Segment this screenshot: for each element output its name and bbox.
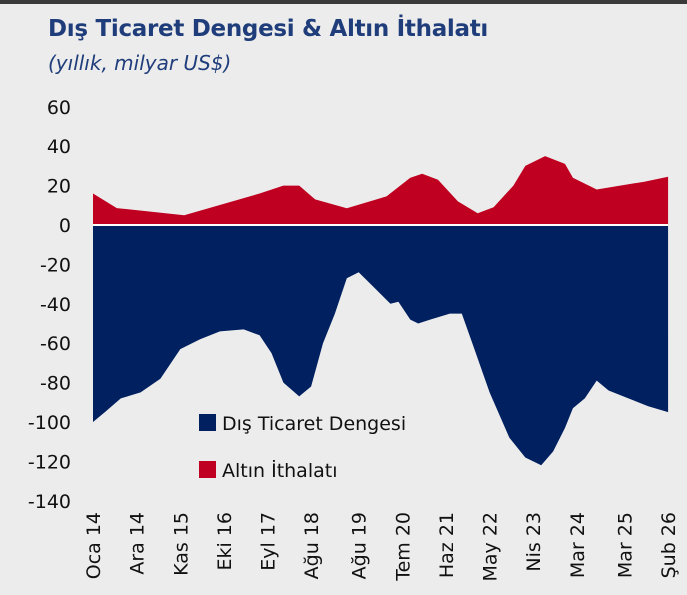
x-tick-label: Ara 14 bbox=[127, 512, 149, 575]
x-tick-label: Ağu 19 bbox=[349, 512, 371, 579]
y-tick-label: 40 bbox=[47, 136, 71, 158]
legend-swatch-gold-imports bbox=[199, 461, 216, 478]
x-axis: Oca 14 Ara 14 Kas 15 Eki 16 Eyl 17 Ağu 18 Ağu … bbox=[83, 512, 680, 582]
x-tick-label: Oca 14 bbox=[83, 512, 105, 579]
x-tick-label: Ağu 18 bbox=[301, 512, 323, 579]
x-tick-label: Şub 26 bbox=[658, 512, 680, 578]
trade-balance-area bbox=[93, 225, 669, 466]
x-tick-label: Mar 24 bbox=[567, 512, 589, 578]
y-tick-label: 0 bbox=[59, 215, 71, 237]
x-tick-label: May 22 bbox=[480, 512, 502, 582]
y-tick-label: -20 bbox=[40, 254, 71, 276]
y-tick-label: 60 bbox=[47, 97, 71, 119]
x-tick-label: Haz 21 bbox=[436, 512, 458, 578]
y-tick-label: -100 bbox=[28, 412, 71, 434]
x-tick-label: Tem 20 bbox=[392, 512, 414, 582]
chart-title: Dış Ticaret Dengesi & Altın İthalatı bbox=[48, 16, 488, 42]
y-tick-label: -140 bbox=[28, 491, 71, 513]
top-border bbox=[0, 0, 687, 4]
gold-imports-area bbox=[93, 156, 669, 225]
legend: Dış Ticaret Dengesi Altın İthalatı bbox=[199, 413, 406, 482]
y-tick-label: -120 bbox=[28, 451, 71, 473]
x-tick-label: Kas 15 bbox=[170, 512, 192, 576]
x-tick-label: Mar 25 bbox=[614, 512, 636, 578]
plot-areas bbox=[93, 156, 669, 466]
x-tick-label: Eki 16 bbox=[214, 512, 236, 571]
chart-subtitle: (yıllık, milyar US$) bbox=[48, 51, 232, 75]
y-tick-label: 20 bbox=[47, 176, 71, 198]
y-tick-label: -80 bbox=[40, 373, 71, 395]
y-tick-label: -60 bbox=[40, 333, 71, 355]
y-tick-label: -40 bbox=[40, 294, 71, 316]
legend-label-trade-balance: Dış Ticaret Dengesi bbox=[222, 413, 406, 435]
legend-label-gold-imports: Altın İthalatı bbox=[222, 459, 337, 482]
x-tick-label: Nis 23 bbox=[523, 512, 545, 572]
legend-swatch-trade-balance bbox=[199, 414, 216, 431]
y-axis: 60 40 20 0 -20 -40 -60 -80 -100 -120 -140 bbox=[28, 97, 71, 513]
x-tick-label: Eyl 17 bbox=[258, 512, 280, 571]
